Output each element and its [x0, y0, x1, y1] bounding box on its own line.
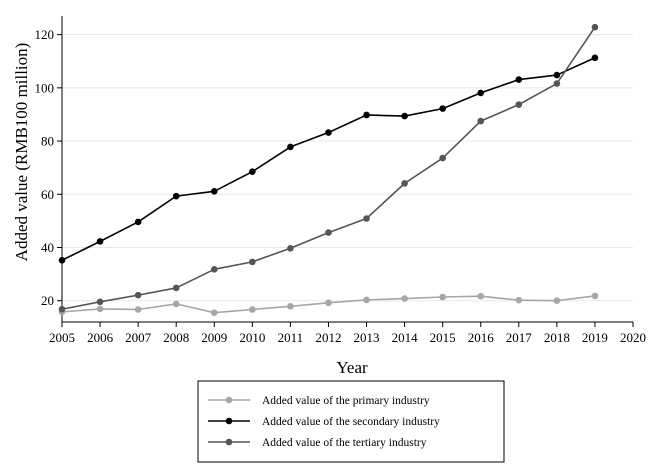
x-tick-label: 2017 — [506, 330, 533, 345]
data-point — [325, 129, 332, 136]
data-point — [249, 168, 256, 175]
tick-labels: 20 40 60 80 100 120 2005 2006 2007 2008 2009 2010 20… — [35, 27, 647, 345]
data-point — [553, 71, 561, 79]
x-tick-label: 2019 — [582, 330, 608, 345]
data-point — [172, 192, 180, 200]
data-point — [172, 300, 180, 308]
legend-label: Added value of the secondary industry — [262, 416, 440, 428]
x-tick-label: 2014 — [392, 330, 419, 345]
data-point — [477, 117, 485, 125]
data-point — [287, 244, 294, 252]
data-point — [210, 188, 218, 195]
y-tick-label: 80 — [41, 134, 54, 149]
x-tick-label: 2020 — [620, 330, 646, 345]
axes — [57, 16, 634, 327]
x-tick-label: 2008 — [163, 330, 189, 345]
legend: Added value of the primary industry Added… — [197, 380, 505, 463]
series-line-3 — [61, 26, 596, 311]
data-point — [553, 297, 561, 305]
data-point — [210, 309, 218, 316]
data-point — [363, 215, 370, 222]
legend-marker — [225, 417, 233, 425]
data-point — [96, 238, 104, 245]
x-tick-label: 2018 — [544, 330, 570, 345]
x-axis-title: Year — [336, 358, 368, 377]
data-point — [439, 154, 446, 162]
data-point — [96, 298, 104, 306]
x-tick-label: 2011 — [278, 330, 304, 345]
data-point — [363, 111, 370, 119]
x-tick-label: 2009 — [201, 330, 227, 345]
data-point — [134, 218, 142, 226]
data-point — [96, 305, 104, 313]
data-point — [401, 112, 408, 120]
data-point — [134, 291, 142, 299]
x-tick-label: 2007 — [125, 330, 152, 345]
data-point — [591, 23, 599, 31]
y-tick-label: 100 — [35, 80, 55, 95]
y-tick-label: 120 — [35, 27, 55, 42]
y-tick-label: 20 — [41, 293, 54, 308]
x-tick-label: 2012 — [315, 330, 341, 345]
legend-items: Added value of the primary industry Added… — [208, 395, 440, 449]
x-tick-label: 2015 — [430, 330, 456, 345]
x-tick-label: 2006 — [87, 330, 114, 345]
x-tick-label: 2005 — [49, 330, 75, 345]
data-point — [401, 180, 408, 187]
data-point — [591, 292, 599, 300]
series-lines — [58, 23, 599, 316]
data-point — [477, 89, 485, 97]
data-point — [249, 258, 256, 266]
legend-marker — [225, 438, 233, 446]
data-point — [287, 303, 294, 310]
legend-marker — [225, 396, 233, 404]
data-point — [325, 299, 332, 307]
x-tick-label: 2016 — [468, 330, 495, 345]
data-point — [58, 256, 66, 264]
data-point — [210, 266, 218, 273]
data-point — [401, 295, 408, 302]
data-point — [515, 101, 523, 108]
data-point — [439, 105, 446, 112]
data-point — [249, 306, 256, 313]
data-point — [591, 54, 599, 62]
y-axis-title: Added value (RMB100 million) — [12, 43, 31, 262]
data-point — [58, 305, 66, 313]
data-point — [134, 306, 142, 313]
x-tick-label: 2010 — [239, 330, 265, 345]
data-point — [439, 293, 446, 301]
data-point — [553, 80, 561, 87]
legend-label: Added value of the tertiary industry — [262, 437, 427, 449]
gridlines — [62, 34, 633, 302]
data-point — [325, 229, 332, 236]
legend-label: Added value of the primary industry — [262, 395, 430, 407]
x-tick-label: 2013 — [354, 330, 380, 345]
data-point — [363, 296, 370, 304]
data-point — [515, 296, 523, 304]
data-point — [172, 284, 180, 292]
data-point — [515, 76, 523, 83]
y-tick-label: 60 — [41, 187, 54, 202]
data-point — [477, 292, 485, 300]
y-tick-label: 40 — [41, 240, 54, 255]
data-point — [287, 143, 294, 151]
